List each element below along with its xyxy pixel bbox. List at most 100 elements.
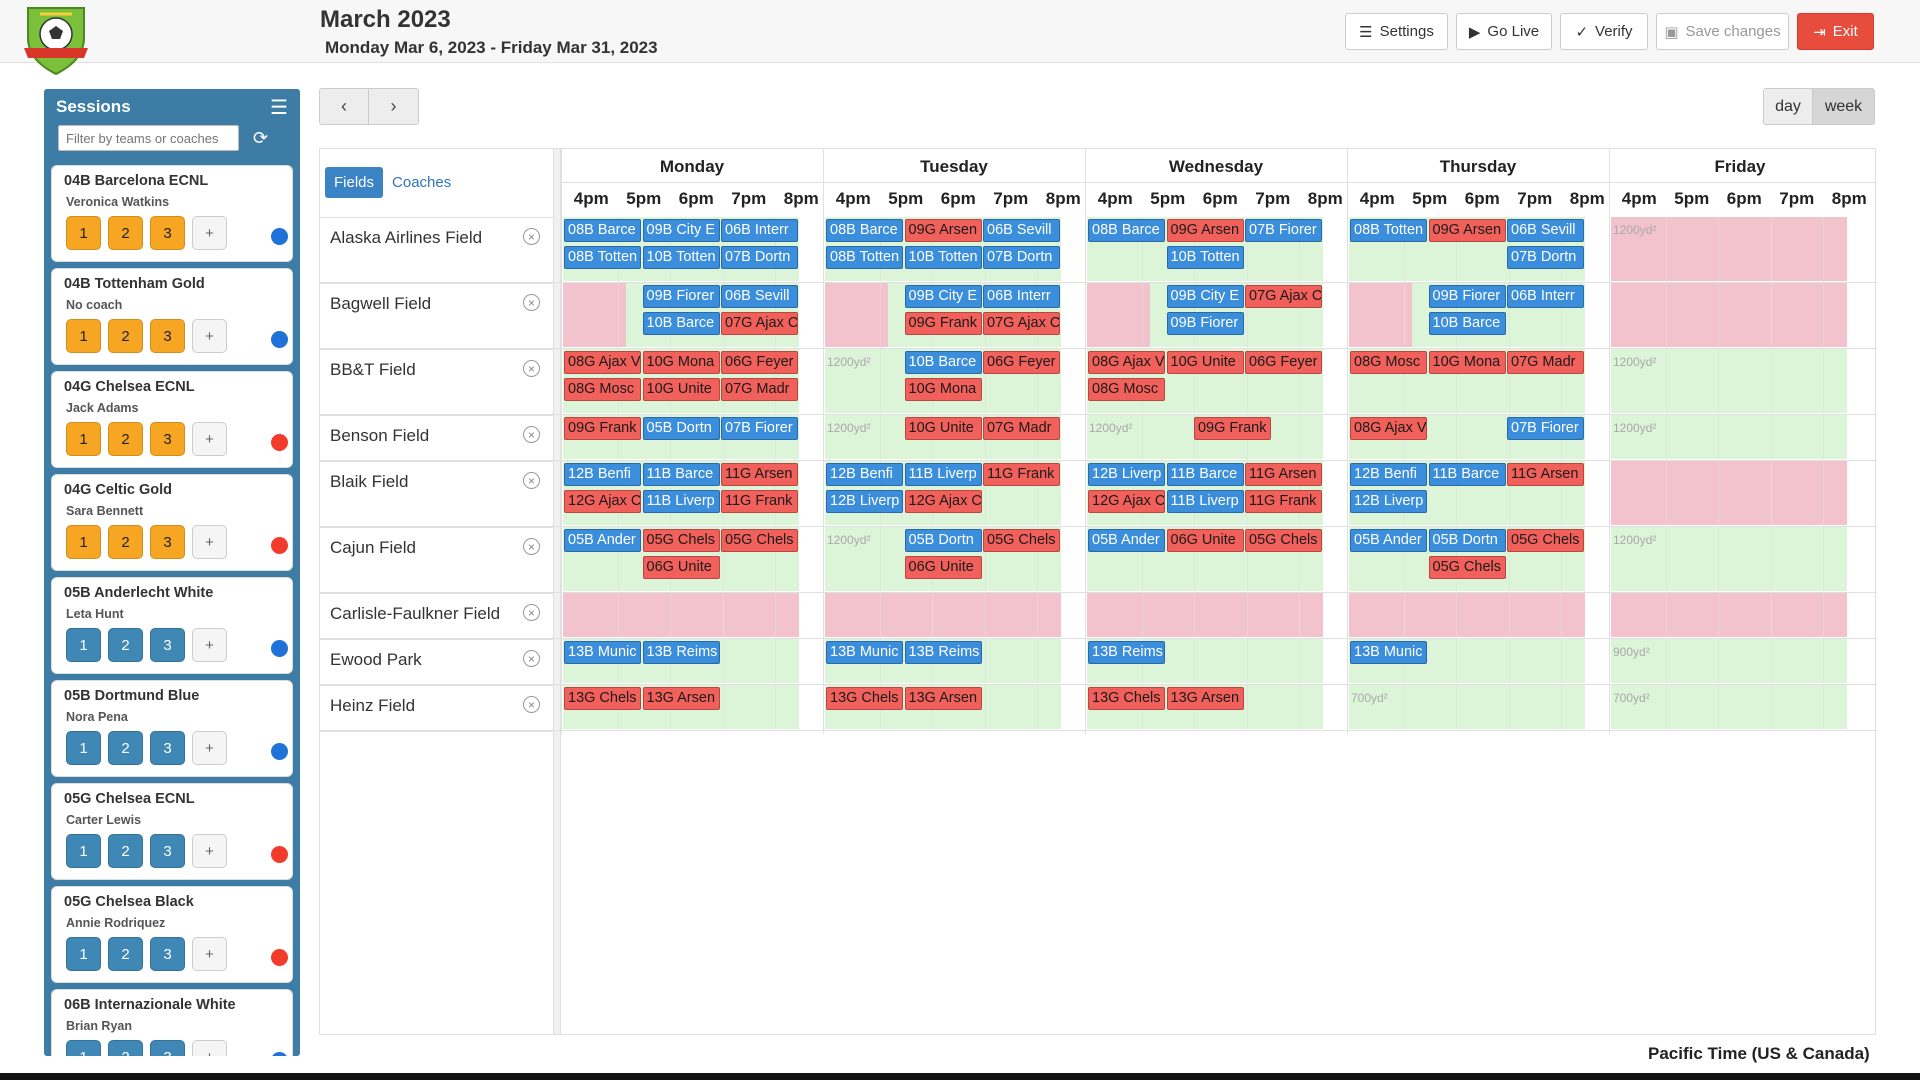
- session-event[interactable]: 06G Unite: [904, 556, 982, 579]
- session-event[interactable]: 07B Dortn: [983, 246, 1060, 269]
- session-event[interactable]: 10B Barce: [642, 312, 720, 335]
- session-number-button[interactable]: 3: [150, 834, 185, 868]
- session-event[interactable]: 11G Frank: [1245, 490, 1322, 513]
- field-name[interactable]: Heinz Field: [330, 696, 416, 715]
- session-number-button[interactable]: 3: [150, 731, 185, 765]
- session-event[interactable]: 07G Ajax C: [1245, 285, 1322, 308]
- add-session-button[interactable]: +: [192, 319, 227, 353]
- session-number-button[interactable]: 2: [108, 731, 143, 765]
- session-event[interactable]: 08B Barce: [1088, 219, 1165, 242]
- go-live-button[interactable]: ▶ Go Live: [1456, 13, 1552, 50]
- session-event[interactable]: 06G Unite: [1166, 529, 1244, 552]
- session-number-button[interactable]: 1: [66, 319, 101, 353]
- available-block[interactable]: [1611, 685, 1847, 729]
- field-name[interactable]: Carlisle-Faulkner Field: [330, 604, 501, 623]
- session-event[interactable]: 05G Chels: [1507, 529, 1584, 552]
- session-event[interactable]: 13G Arsen: [642, 687, 720, 710]
- session-event[interactable]: 05B Dortn: [1428, 529, 1506, 552]
- verify-button[interactable]: ✓ Verify: [1560, 13, 1648, 50]
- session-event[interactable]: 07G Ajax C: [983, 312, 1060, 335]
- session-event[interactable]: 05G Chels: [642, 529, 720, 552]
- session-event[interactable]: 05B Dortn: [642, 417, 720, 440]
- exit-button[interactable]: ⇥ Exit: [1797, 13, 1874, 50]
- add-session-button[interactable]: +: [192, 937, 227, 971]
- session-event[interactable]: 13B Munic: [564, 641, 641, 664]
- session-event[interactable]: 07B Dortn: [721, 246, 798, 269]
- session-event[interactable]: 11G Arsen: [1507, 463, 1584, 486]
- field-name[interactable]: Ewood Park: [330, 650, 422, 669]
- add-session-button[interactable]: +: [192, 216, 227, 250]
- session-event[interactable]: 05G Chels: [1245, 529, 1322, 552]
- session-number-button[interactable]: 2: [108, 216, 143, 250]
- save-changes-button[interactable]: ▣ Save changes: [1656, 13, 1789, 50]
- session-event[interactable]: 05B Ander: [564, 529, 641, 552]
- session-event[interactable]: 07G Madr: [983, 417, 1060, 440]
- unavailable-block[interactable]: [1349, 283, 1412, 347]
- session-number-button[interactable]: 3: [150, 937, 185, 971]
- filter-input[interactable]: [58, 125, 239, 151]
- session-event[interactable]: 11B Liverp: [904, 463, 982, 486]
- session-number-button[interactable]: 2: [108, 1040, 143, 1056]
- session-number-button[interactable]: 2: [108, 834, 143, 868]
- tab-coaches[interactable]: Coaches: [392, 174, 452, 191]
- session-number-button[interactable]: 1: [66, 525, 101, 559]
- session-number-button[interactable]: 3: [150, 216, 185, 250]
- session-number-button[interactable]: 1: [66, 422, 101, 456]
- session-event[interactable]: 08G Ajax V: [1088, 351, 1165, 374]
- session-event[interactable]: 09B Fiorer: [1166, 312, 1244, 335]
- session-event[interactable]: 09B City E: [904, 285, 982, 308]
- add-session-button[interactable]: +: [192, 525, 227, 559]
- session-event[interactable]: 12G Ajax C: [564, 490, 641, 513]
- session-event[interactable]: 13B Munic: [1350, 641, 1427, 664]
- session-event[interactable]: 10G Unite: [904, 417, 982, 440]
- session-card[interactable]: 05G Chelsea Black Annie Rodriquez 1 2 3 +: [51, 886, 293, 983]
- session-event[interactable]: 08G Mosc: [1350, 351, 1427, 374]
- close-icon[interactable]: ×: [523, 294, 540, 311]
- session-event[interactable]: 12B Benfi: [564, 463, 641, 486]
- settings-button[interactable]: ☰ Settings: [1345, 13, 1448, 50]
- session-event[interactable]: 08G Ajax V: [1350, 417, 1427, 440]
- session-event[interactable]: 06B Interr: [983, 285, 1060, 308]
- unavailable-block[interactable]: [1611, 217, 1847, 281]
- session-event[interactable]: 10G Mona: [1428, 351, 1506, 374]
- unavailable-block[interactable]: [1611, 283, 1847, 347]
- session-event[interactable]: 08B Totten: [1350, 219, 1427, 242]
- session-event[interactable]: 12G Ajax C: [1088, 490, 1165, 513]
- session-card[interactable]: 04B Barcelona ECNL Veronica Watkins 1 2 3 +: [51, 165, 293, 262]
- close-icon[interactable]: ×: [523, 696, 540, 713]
- add-session-button[interactable]: +: [192, 731, 227, 765]
- session-event[interactable]: 13B Munic: [826, 641, 903, 664]
- session-event[interactable]: 09G Arsen: [1428, 219, 1506, 242]
- session-event[interactable]: 09B Fiorer: [642, 285, 720, 308]
- add-session-button[interactable]: +: [192, 834, 227, 868]
- scrollbar[interactable]: [554, 149, 561, 1034]
- field-name[interactable]: Benson Field: [330, 426, 430, 445]
- session-number-button[interactable]: 1: [66, 628, 101, 662]
- session-number-button[interactable]: 1: [66, 731, 101, 765]
- unavailable-block[interactable]: [825, 283, 888, 347]
- session-number-button[interactable]: 2: [108, 319, 143, 353]
- session-event[interactable]: 09B City E: [1166, 285, 1244, 308]
- field-name[interactable]: BB&T Field: [330, 360, 416, 379]
- session-event[interactable]: 12B Liverp: [1088, 463, 1165, 486]
- session-event[interactable]: 08G Mosc: [1088, 378, 1165, 401]
- session-number-button[interactable]: 1: [66, 1040, 101, 1056]
- session-event[interactable]: 07G Madr: [721, 378, 798, 401]
- session-event[interactable]: 12G Ajax C: [904, 490, 982, 513]
- session-event[interactable]: 12B Liverp: [1350, 490, 1427, 513]
- session-event[interactable]: 10B Barce: [1428, 312, 1506, 335]
- session-event[interactable]: 12B Benfi: [826, 463, 903, 486]
- session-number-button[interactable]: 3: [150, 422, 185, 456]
- session-event[interactable]: 06G Feyer: [983, 351, 1060, 374]
- tab-fields[interactable]: Fields: [325, 167, 384, 198]
- add-session-button[interactable]: +: [192, 1040, 227, 1056]
- session-event[interactable]: 08G Ajax V: [564, 351, 641, 374]
- session-event[interactable]: 08B Barce: [826, 219, 903, 242]
- session-event[interactable]: 05G Chels: [721, 529, 798, 552]
- available-block[interactable]: [1349, 685, 1585, 729]
- session-event[interactable]: 09B City E: [642, 219, 720, 242]
- session-number-button[interactable]: 2: [108, 628, 143, 662]
- unavailable-block[interactable]: [1611, 593, 1847, 637]
- session-event[interactable]: 05G Chels: [1428, 556, 1506, 579]
- field-name[interactable]: Alaska Airlines Field: [330, 228, 483, 247]
